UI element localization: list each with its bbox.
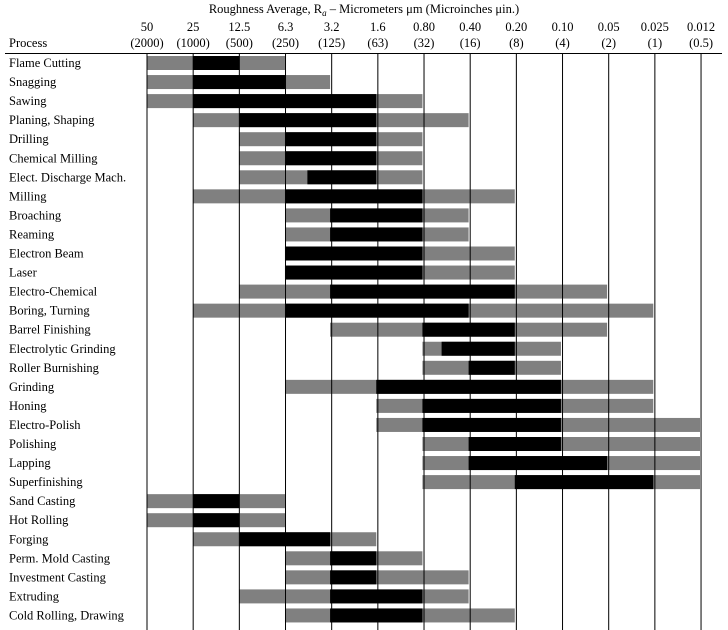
bar-typical (330, 227, 423, 242)
tick-label-uin: (250) (272, 36, 299, 50)
tick-label-um: 12.5 (228, 20, 250, 34)
process-label: Flame Cutting (9, 56, 82, 70)
tick-label-um: 0.05 (598, 20, 620, 34)
process-label: Electrolytic Grinding (9, 342, 116, 356)
process-label: Extruding (9, 589, 60, 603)
process-label: Investment Casting (9, 570, 107, 584)
bar-typical (330, 570, 377, 585)
bar-typical (284, 303, 469, 318)
bar-range (284, 570, 469, 585)
process-label: Sand Casting (9, 494, 76, 508)
process-label: Cold Rolling, Drawing (9, 608, 125, 622)
process-label: Polishing (9, 437, 57, 451)
tick-label-uin: (63) (367, 36, 388, 50)
chart-title-rest: – Micrometers μm (Microinches μin.) (327, 2, 520, 16)
bar-typical (193, 56, 240, 70)
bar-typical (468, 456, 608, 471)
process-label: Electro-Chemical (9, 285, 98, 299)
tick-label-um: 25 (187, 20, 200, 34)
bar-typical (468, 437, 561, 451)
process-label: Elect. Discharge Mach. (9, 170, 126, 184)
tick-label-um: 0.025 (641, 20, 669, 34)
tick-label-uin: (16) (460, 36, 481, 50)
process-label: Broaching (9, 208, 62, 222)
process-label: Forging (9, 532, 49, 546)
bar-typical (330, 608, 423, 623)
chart-title: Roughness Average, Ra – Micrometers μm (… (209, 2, 519, 18)
process-label: Chemical Milling (9, 151, 98, 165)
bar-typical (239, 113, 377, 128)
tick-label-uin: (125) (318, 36, 345, 50)
tick-label-uin: (4) (555, 36, 570, 50)
bars-layer (147, 56, 700, 623)
tick-label-uin: (500) (226, 36, 253, 50)
process-label: Planing, Shaping (9, 113, 95, 127)
bar-typical (422, 398, 561, 413)
bar-typical (330, 208, 423, 223)
process-label: Milling (9, 189, 47, 203)
bar-typical (422, 322, 515, 337)
tick-label-um: 6.3 (278, 20, 294, 34)
process-label: Perm. Mold Casting (9, 551, 111, 565)
bar-typical (376, 379, 561, 394)
process-label: Electro-Polish (9, 418, 81, 432)
tick-label-um: 0.40 (459, 20, 481, 34)
process-label: Boring, Turning (9, 304, 90, 318)
labels-layer: 50 (2000) 25 (1000) 12.5 (500) 6.3 (250) 3.2 (125… (9, 20, 715, 622)
tick-label-uin: (1000) (177, 36, 210, 50)
process-label: Drilling (9, 132, 49, 146)
bar-typical (468, 360, 515, 375)
bar-typical (307, 170, 377, 185)
bar-typical (284, 265, 423, 280)
tick-label-uin: (2000) (130, 36, 163, 50)
tick-label-um: 50 (141, 20, 154, 34)
process-label: Laser (9, 266, 38, 280)
bar-typical (193, 94, 377, 109)
bar-typical (193, 513, 240, 528)
bar-typical (441, 341, 515, 356)
chart-title-subscript: a (322, 8, 327, 18)
process-label: Reaming (9, 227, 55, 241)
process-label: Superfinishing (9, 475, 83, 489)
bar-typical (284, 151, 377, 166)
process-label: Barrel Finishing (9, 323, 91, 337)
bar-typical (284, 189, 423, 204)
tick-label-uin: (2) (601, 36, 616, 50)
process-label: Lapping (9, 456, 51, 470)
tick-label-uin: (8) (509, 36, 524, 50)
process-label: Snagging (9, 75, 57, 89)
process-label: Honing (9, 399, 47, 413)
tick-label-uin: (0.5) (689, 36, 713, 50)
tick-label-um: 1.6 (370, 20, 386, 34)
process-label: Grinding (9, 380, 55, 394)
process-column-header: Process (9, 36, 47, 50)
bar-typical (330, 284, 515, 299)
bar-typical (330, 589, 423, 604)
process-label: Sawing (9, 94, 47, 108)
tick-label-uin: (32) (414, 36, 435, 50)
process-label: Roller Burnishing (9, 361, 100, 375)
process-label: Hot Rolling (9, 513, 69, 527)
bar-typical (330, 551, 377, 566)
tick-label-um: 0.10 (552, 20, 574, 34)
tick-label-um: 3.2 (324, 20, 340, 34)
chart-title-main: Roughness Average, R (209, 2, 323, 16)
bar-typical (193, 494, 240, 509)
tick-label-um: 0.80 (413, 20, 435, 34)
bar-typical (284, 132, 377, 147)
tick-label-um: 0.012 (687, 20, 715, 34)
process-label: Electron Beam (9, 247, 84, 261)
tick-label-uin: (1) (648, 36, 663, 50)
bar-typical (239, 532, 331, 547)
bar-typical (284, 246, 423, 261)
bar-range (422, 437, 700, 451)
tick-label-um: 0.20 (505, 20, 527, 34)
bar-typical (422, 417, 561, 432)
grid-layer (5, 53, 722, 630)
bar-typical (514, 475, 654, 490)
